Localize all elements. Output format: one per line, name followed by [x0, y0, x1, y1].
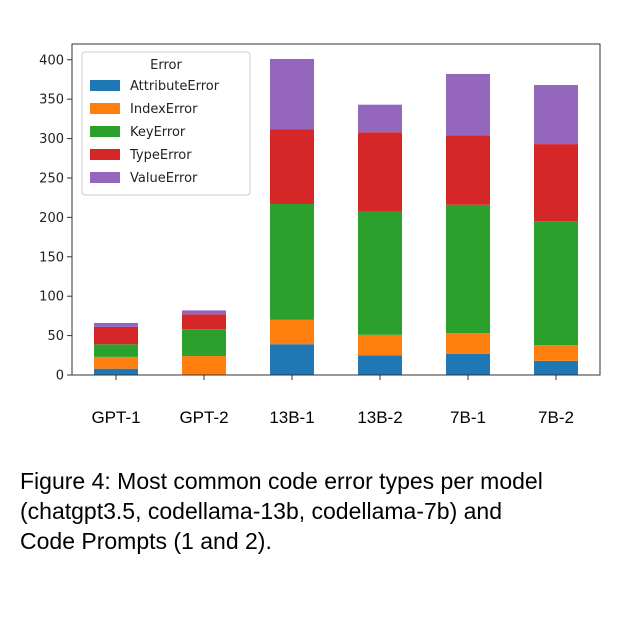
legend-label-AttributeError: AttributeError — [130, 79, 220, 94]
legend-label-TypeError: TypeError — [129, 148, 192, 163]
bar-GPT-1-AttributeError — [94, 368, 138, 375]
x-tick-label-13B-2: 13B-2 — [357, 408, 402, 427]
legend-swatch-IndexError — [90, 103, 120, 114]
bar-GPT-1-ValueError — [94, 322, 138, 327]
bar-13B-1-KeyError — [270, 203, 314, 320]
bar-GPT-2-ValueError — [182, 310, 226, 315]
bar-13B-1-ValueError — [270, 58, 314, 130]
legend-box — [81, 51, 251, 196]
x-axis: GPT-1 GPT-2 13B-1 13B-2 7B-1 7B-2 — [91, 375, 574, 427]
x-tick-label-7B-2: 7B-2 — [538, 408, 574, 427]
y-tick-label: 250 — [39, 171, 64, 186]
y-tick-label: 350 — [39, 93, 64, 108]
legend-label-ValueError: ValueError — [130, 171, 198, 186]
y-tick-label: 150 — [39, 250, 64, 265]
bar-7B-1-ValueError — [446, 73, 490, 136]
y-axis: 0 50 100 150 200 250 300 350 400 — [39, 53, 72, 384]
bar-13B-1-IndexError — [270, 319, 314, 345]
bar-7B-2-KeyError — [534, 221, 578, 346]
bar-13B-1-AttributeError — [270, 344, 314, 375]
bar-GPT-1-IndexError — [94, 356, 138, 369]
caption-line-2: (chatgpt3.5, codellama-13b, codellama-7b… — [20, 498, 503, 524]
bar-13B-2-TypeError — [358, 132, 402, 212]
bar-7B-1-TypeError — [446, 135, 490, 205]
bar-13B-2-KeyError — [358, 211, 402, 335]
legend-title: Error — [150, 58, 182, 73]
y-tick-label: 100 — [39, 290, 64, 305]
y-tick-label: 300 — [39, 132, 64, 147]
stacked-bar-chart: 0 50 100 150 200 250 300 350 400 GPT-1 GPT-2 13B-1… — [39, 43, 601, 427]
bar-7B-2-IndexError — [534, 345, 578, 361]
x-tick-label-GPT-2: GPT-2 — [179, 408, 228, 427]
bar-7B-1-IndexError — [446, 333, 490, 354]
x-tick-label-7B-1: 7B-1 — [450, 408, 486, 427]
legend-swatch-TypeError — [90, 149, 120, 160]
bar-GPT-2-KeyError — [182, 329, 226, 357]
caption-line-3: Code Prompts (1 and 2). — [20, 528, 272, 554]
bar-7B-1-AttributeError — [446, 353, 490, 375]
bar-7B-2-TypeError — [534, 144, 578, 222]
bar-13B-2-AttributeError — [358, 355, 402, 375]
legend-label-KeyError: KeyError — [130, 125, 186, 140]
legend-swatch-AttributeError — [90, 80, 120, 91]
bar-13B-2-ValueError — [358, 104, 402, 133]
bar-13B-2-IndexError — [358, 334, 402, 356]
y-tick-label: 200 — [39, 211, 64, 226]
y-tick-label: 400 — [39, 53, 64, 68]
caption-line-1: Figure 4: Most common code error types p… — [20, 468, 543, 494]
bar-GPT-2-TypeError — [182, 314, 226, 330]
bar-7B-1-KeyError — [446, 204, 490, 334]
x-tick-label-GPT-1: GPT-1 — [91, 408, 140, 427]
y-tick-label: 50 — [47, 329, 64, 344]
figure-caption: Figure 4: Most common code error types p… — [20, 466, 620, 556]
plot-frame — [71, 43, 601, 376]
y-tick-label: 0 — [56, 369, 64, 384]
bar-7B-2-AttributeError — [534, 360, 578, 375]
bars-layer — [94, 58, 578, 375]
legend: Error AttributeError IndexError KeyError Typ… — [81, 51, 251, 196]
legend-label-IndexError: IndexError — [130, 102, 198, 117]
bar-GPT-2-IndexError — [182, 356, 226, 375]
bar-13B-1-TypeError — [270, 129, 314, 204]
bar-7B-2-ValueError — [534, 84, 578, 145]
bar-GPT-1-TypeError — [94, 326, 138, 345]
bar-GPT-1-KeyError — [94, 344, 138, 357]
legend-swatch-KeyError — [90, 126, 120, 137]
legend-swatch-ValueError — [90, 172, 120, 183]
x-tick-label-13B-1: 13B-1 — [269, 408, 314, 427]
